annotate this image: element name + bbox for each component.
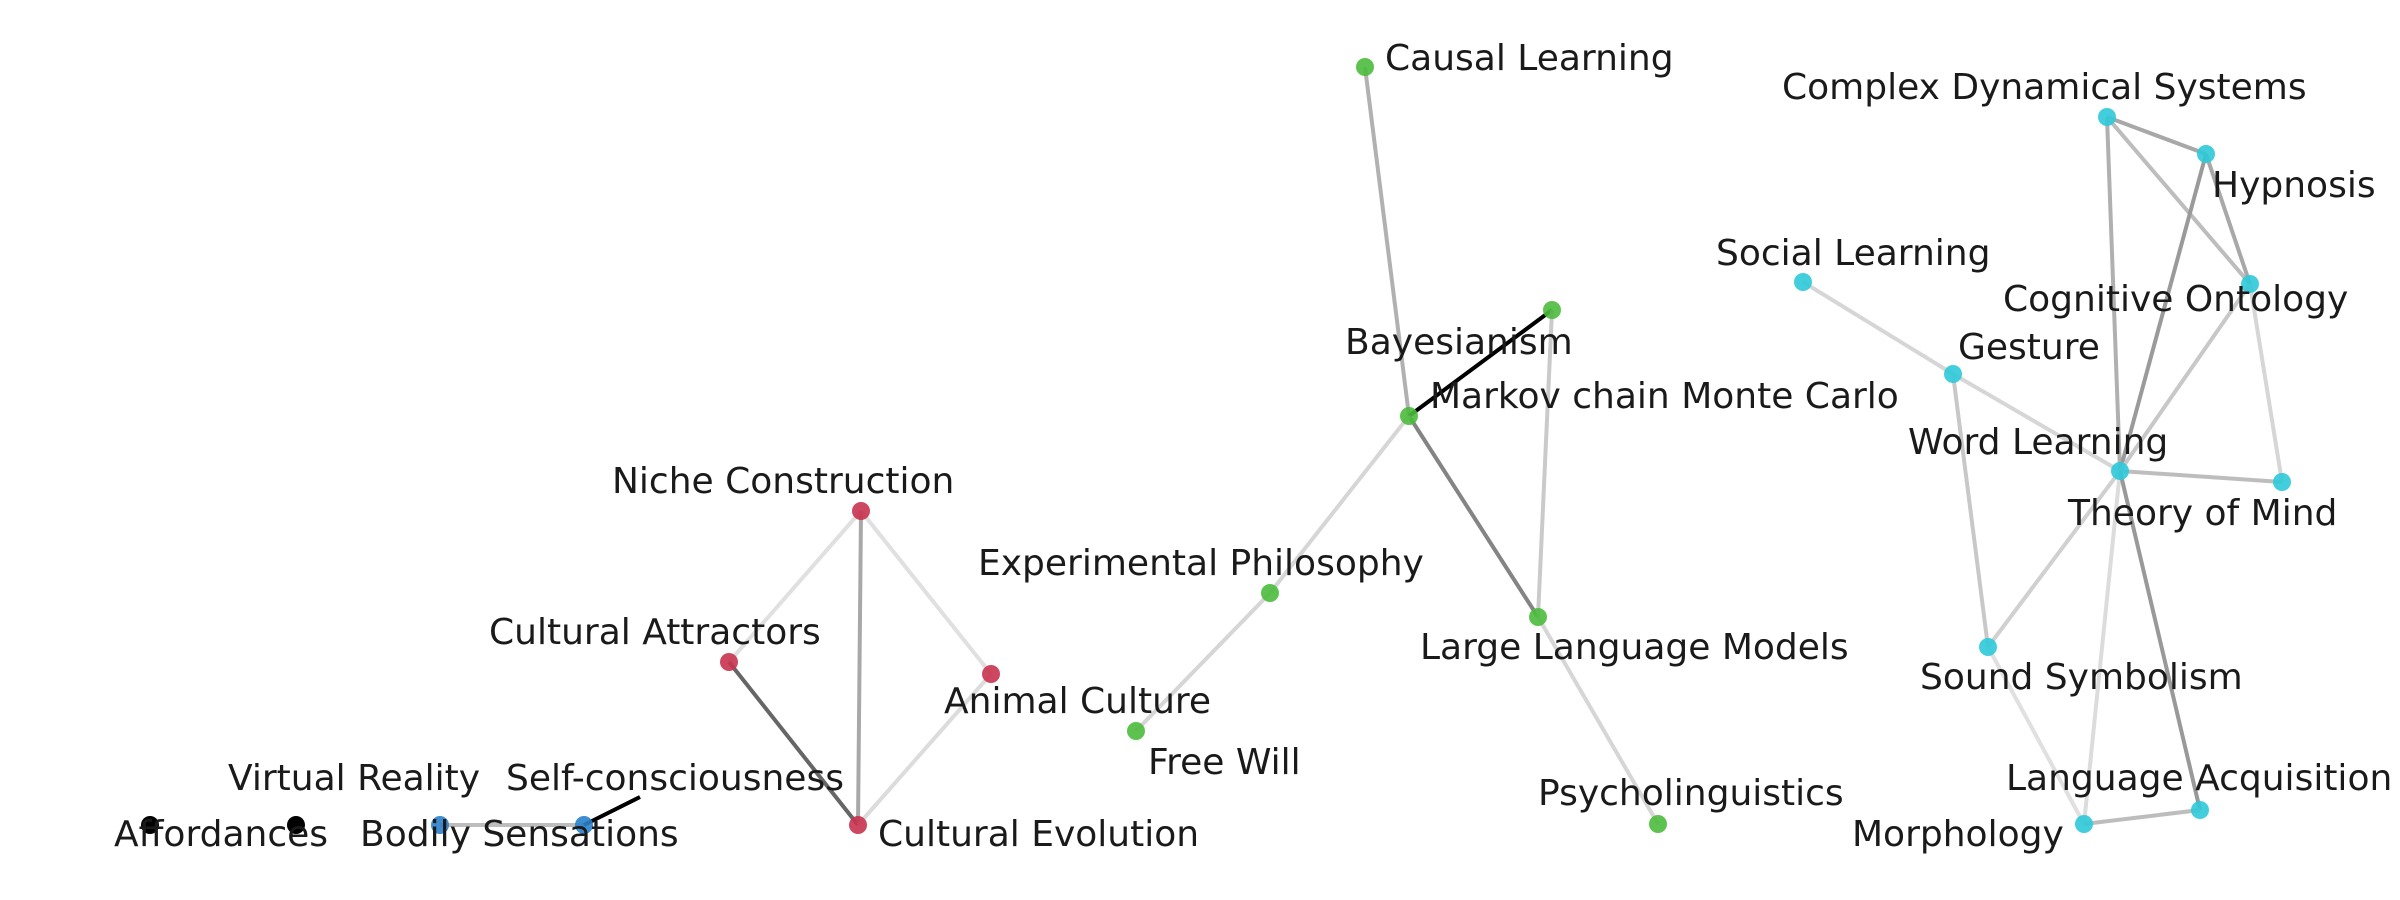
edge-sound-symbolism-morphology [1986,646,2086,825]
node-self-consciousness[interactable] [575,816,593,834]
edge-bayesianism-experimental-philosophy [1268,414,1411,595]
label-morphology: Morphology [1852,814,2064,855]
label-social-learning: Social Learning [1716,233,1990,274]
label-cultural-attractors: Cultural Attractors [489,612,821,653]
edge-word-learning-theory-of-mind [2119,469,2283,484]
label-bodily-sensations: Bodily Sensations [360,814,679,855]
node-hypnosis[interactable] [2197,145,2215,163]
label-bayesianism: Bayesianism [1345,322,1573,363]
node-psycholinguistics[interactable] [1649,815,1667,833]
label-gesture: Gesture [1958,327,2100,368]
edge-hypnosis-cognitive-ontology [2204,153,2252,285]
edge-social-learning-gesture [1801,280,1955,376]
node-markov-chain-monte-carlo[interactable] [1543,301,1561,319]
edge-bayesianism-llm [1407,414,1540,619]
label-virtual-reality: Virtual Reality [228,758,480,799]
node-social-learning[interactable] [1794,273,1812,291]
label-causal-learning: Causal Learning [1385,38,1674,79]
edge-word-learning-sound-symbolism [1986,469,2122,649]
node-word-learning[interactable] [2111,462,2129,480]
label-psycholinguistics: Psycholinguistics [1538,773,1844,814]
edge-cds-word-learning [2105,116,2122,472]
label-complex-dynamical-systems: Complex Dynamical Systems [1782,67,2307,108]
edge-llm-psycholinguistics [1536,615,1660,826]
edge-hypnosis-word-learning [2118,153,2208,472]
edge-niche-construction-animal-culture [859,509,993,676]
label-self-consciousness: Self-consciousness [506,758,844,799]
edge-gesture-sound-symbolism [1951,373,1990,648]
edge-bayesianism-mcmc [1407,308,1554,418]
node-cultural-attractors[interactable] [720,653,738,671]
edge-word-learning-language-acquisition [2118,470,2202,811]
edge-cognitive-ontology-theory-of-mind [2248,283,2284,483]
node-affordances[interactable] [141,816,159,834]
node-cognitive-ontology[interactable] [2241,275,2259,293]
edge-niche-construction-cultural-evolution [856,510,863,826]
edge-cds-cognitive-ontology [2105,115,2252,286]
node-animal-culture[interactable] [982,665,1000,683]
node-experimental-philosophy[interactable] [1261,584,1279,602]
label-cognitive-ontology: Cognitive Ontology [2003,279,2348,320]
node-large-language-models[interactable] [1529,608,1547,626]
node-complex-dynamical-systems[interactable] [2098,108,2116,126]
label-free-will: Free Will [1148,742,1301,783]
label-cultural-evolution: Cultural Evolution [878,814,1199,855]
label-animal-culture: Animal Culture [944,681,1211,722]
label-language-acquisition: Language Acquisition [2006,758,2392,799]
node-causal-learning[interactable] [1356,58,1374,76]
node-cultural-evolution[interactable] [849,816,867,834]
label-niche-construction: Niche Construction [612,461,954,502]
node-virtual-reality[interactable] [287,816,305,834]
edge-causal-learning-bayesianism [1363,66,1411,417]
label-word-learning: Word Learning [1908,422,2168,463]
label-hypnosis: Hypnosis [2212,165,2376,206]
edge-experimental-philosophy-free-will [1134,591,1272,733]
labels: Causal Learning Complex Dynamical System… [114,38,2392,855]
label-experimental-philosophy: Experimental Philosophy [978,543,1424,584]
edge-gesture-word-learning [1951,372,2122,473]
label-markov-chain-monte-carlo: Markov chain Monte Carlo [1430,376,1899,417]
node-language-acquisition[interactable] [2191,801,2209,819]
node-sound-symbolism[interactable] [1979,638,1997,656]
node-bayesianism[interactable] [1400,407,1418,425]
label-sound-symbolism: Sound Symbolism [1920,657,2243,698]
label-theory-of-mind: Theory of Mind [2067,493,2337,534]
node-gesture[interactable] [1944,365,1962,383]
edge-self-consciousness-stub [583,795,641,827]
edge-animal-culture-cultural-evolution [856,672,993,827]
label-affordances: Affordances [114,814,328,855]
edge-cultural-attractors-cultural-evolution [727,660,860,827]
edge-niche-construction-cultural-attractors [727,509,863,664]
edge-word-learning-morphology [2082,470,2122,825]
edges [440,66,2284,827]
edge-mcmc-llm [1536,309,1554,618]
node-theory-of-mind[interactable] [2273,473,2291,491]
node-free-will[interactable] [1127,722,1145,740]
nodes [141,58,2291,834]
label-large-language-models: Large Language Models [1420,627,1849,668]
node-morphology[interactable] [2075,815,2093,833]
node-niche-construction[interactable] [852,502,870,520]
node-bodily-sensations[interactable] [431,816,449,834]
edge-cognitive-ontology-word-learning [2118,282,2252,473]
edge-cds-hypnosis [2106,115,2207,156]
edge-morphology-language-acquisition [2083,808,2201,826]
